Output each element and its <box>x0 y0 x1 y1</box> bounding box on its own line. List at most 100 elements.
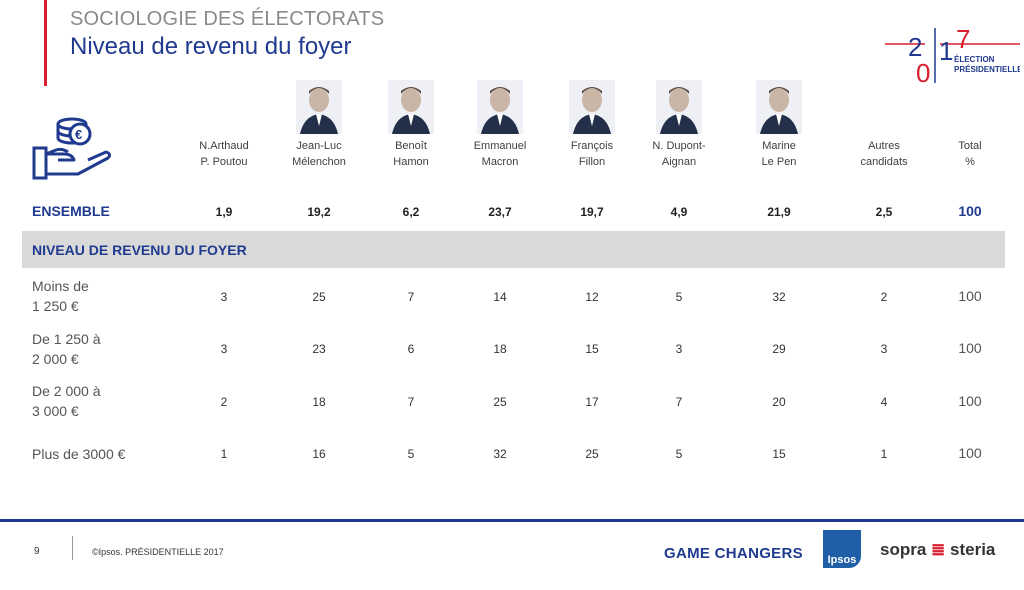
ipsos-logo: Ipsos <box>823 530 861 568</box>
candidate-photo <box>756 80 802 134</box>
column-header-line1: N. Dupont- <box>652 140 706 152</box>
column-header: Emmanuel Macron <box>460 138 540 170</box>
row-value: 7 <box>407 290 415 304</box>
row-value: 25 <box>312 290 326 304</box>
column-header-line2: Mélenchon <box>292 156 346 168</box>
row-total: 100 <box>958 288 982 304</box>
page-number: 9 <box>34 546 40 557</box>
row-value: 7 <box>407 395 415 409</box>
row-value: 32 <box>493 447 507 461</box>
column-header-line1: N.Arthaud <box>199 140 249 152</box>
tagline: GAME CHANGERS <box>664 545 803 562</box>
section-label: NIVEAU DE REVENU DU FOYER <box>32 242 247 258</box>
column-header: Autres candidats <box>844 138 924 170</box>
row-label-line1: Plus de 3000 € <box>32 446 126 462</box>
column-header-line2: Macron <box>481 156 519 168</box>
ensemble-value: 21,9 <box>767 205 791 219</box>
candidate-photo <box>296 80 342 134</box>
ensemble-total: 100 <box>958 203 982 219</box>
row-label-line2: 2 000 € <box>32 351 79 367</box>
candidate-photo <box>569 80 615 134</box>
column-header-line1: Total <box>958 140 982 152</box>
ensemble-label: ENSEMBLE <box>32 203 110 219</box>
row-total: 100 <box>958 340 982 356</box>
election-2017-logo: 2 0 1 7 ÉLECTION PRÉSIDENTIELLE <box>885 24 1020 88</box>
row-total: 100 <box>958 393 982 409</box>
column-header-line2: Hamon <box>393 156 429 168</box>
row-value: 17 <box>585 395 599 409</box>
row-value: 1 <box>880 447 888 461</box>
row-value: 18 <box>312 395 326 409</box>
row-value: 16 <box>312 447 326 461</box>
logo-line2: PRÉSIDENTIELLE <box>954 65 1020 74</box>
candidate-photo <box>388 80 434 134</box>
row-value: 20 <box>772 395 786 409</box>
column-header-line1: François <box>570 140 614 152</box>
row-value: 25 <box>585 447 599 461</box>
row-value: 3 <box>220 342 228 356</box>
money-hand-icon: € <box>32 117 112 180</box>
column-header-line1: Autres <box>868 140 900 152</box>
row-value: 23 <box>312 342 326 356</box>
row-total: 100 <box>958 445 982 461</box>
column-header: Total% <box>930 138 1010 170</box>
logo-line1: ÉLECTION <box>954 55 995 64</box>
logo-digit-7: 7 <box>956 24 970 54</box>
row-value: 18 <box>493 342 507 356</box>
ensemble-value: 6,2 <box>402 205 420 219</box>
row-value: 32 <box>772 290 786 304</box>
column-header-line1: Jean-Luc <box>296 140 342 152</box>
row-value: 5 <box>675 290 683 304</box>
column-header: Jean-Luc Mélenchon <box>279 138 359 170</box>
section-band <box>22 231 1005 268</box>
row-value: 3 <box>880 342 888 356</box>
page-title: Niveau de revenu du foyer <box>70 33 352 60</box>
row-label-line2: 3 000 € <box>32 403 79 419</box>
column-header-line2: P. Poutou <box>200 156 248 168</box>
ensemble-value: 19,2 <box>307 205 331 219</box>
column-header: N.Arthaud P. Poutou <box>184 138 264 170</box>
footer-line <box>0 519 1024 522</box>
row-label-line1: De 2 000 à <box>32 383 101 399</box>
row-value: 3 <box>675 342 683 356</box>
column-header: Marine Le Pen <box>739 138 819 170</box>
row-label-line2: 1 250 € <box>32 298 79 314</box>
svg-text:€: € <box>75 127 82 142</box>
column-header-line2: Aignan <box>661 156 697 168</box>
row-label: De 1 250 à 2 000 € <box>32 329 101 369</box>
steria-text: steria <box>950 540 996 559</box>
row-value: 5 <box>675 447 683 461</box>
sopra-text: sopra <box>880 540 927 559</box>
row-label-line1: De 1 250 à <box>32 331 101 347</box>
row-value: 1 <box>220 447 228 461</box>
row-value: 12 <box>585 290 599 304</box>
sopra-steria-logo: sopra ≣ steria <box>880 540 995 560</box>
column-header: François Fillon <box>552 138 632 170</box>
page-supertitle: SOCIOLOGIE DES ÉLECTORATS <box>70 8 385 30</box>
ensemble-value: 2,5 <box>875 205 893 219</box>
row-value: 2 <box>880 290 888 304</box>
row-value: 2 <box>220 395 228 409</box>
footer-divider <box>72 536 73 560</box>
row-value: 6 <box>407 342 415 356</box>
row-value: 4 <box>880 395 888 409</box>
column-header-line2: candidats <box>860 156 908 168</box>
row-value: 29 <box>772 342 786 356</box>
logo-digit-2: 2 <box>908 32 922 62</box>
row-label: Plus de 3000 € <box>32 444 125 464</box>
row-value: 14 <box>493 290 507 304</box>
ensemble-value: 1,9 <box>215 205 233 219</box>
column-header-line2: % <box>965 156 975 168</box>
column-header: N. Dupont- Aignan <box>639 138 719 170</box>
candidate-photo <box>477 80 523 134</box>
column-header-line1: Emmanuel <box>473 140 527 152</box>
row-value: 15 <box>585 342 599 356</box>
ensemble-value: 23,7 <box>488 205 512 219</box>
sopra-mark: ≣ <box>931 540 946 559</box>
row-value: 7 <box>675 395 683 409</box>
accent-bar <box>44 0 47 86</box>
ensemble-value: 4,9 <box>670 205 688 219</box>
column-header-line2: Fillon <box>578 156 606 168</box>
row-label: De 2 000 à 3 000 € <box>32 381 101 421</box>
column-header-line1: Marine <box>762 140 796 152</box>
